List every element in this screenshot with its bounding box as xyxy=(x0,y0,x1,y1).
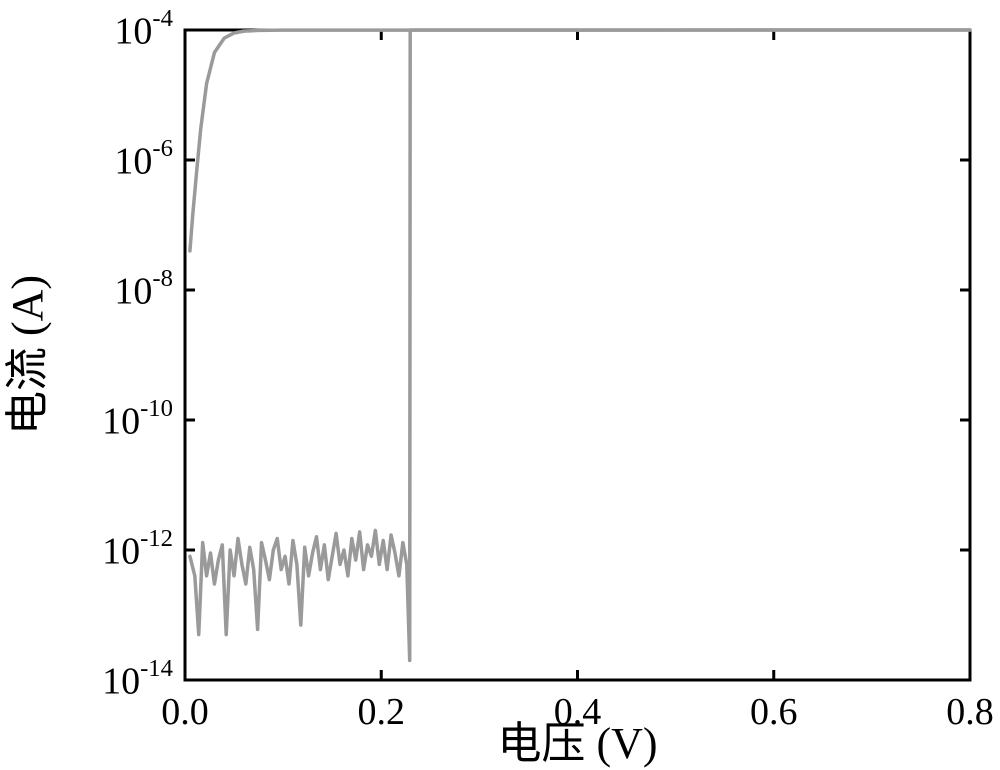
svg-text:0.0: 0.0 xyxy=(161,691,209,733)
svg-text:0.8: 0.8 xyxy=(946,691,994,733)
svg-text:0.2: 0.2 xyxy=(358,691,406,733)
svg-text:0.6: 0.6 xyxy=(750,691,798,733)
iv-chart: 0.00.20.40.60.810-1410-1210-1010-810-610… xyxy=(0,0,1000,770)
svg-text:电压 (V): 电压 (V) xyxy=(497,719,657,768)
svg-text:电流 (A): 电流 (A) xyxy=(3,275,52,435)
